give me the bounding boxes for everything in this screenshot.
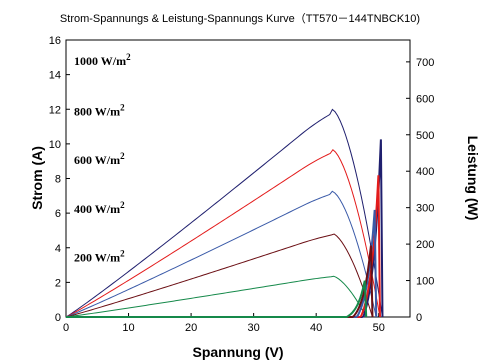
irradiance-label-400: 400 W/m2 [74,200,125,216]
x-tick-label: 40 [310,322,322,334]
right-tick-label: 400 [416,166,434,178]
irradiance-label-200: 200 W/m2 [74,249,125,265]
chart-title: Strom-Spannungs & Leistung-Spannungs Kur… [60,12,420,25]
left-tick-label: 4 [55,243,61,255]
left-tick-label: 2 [55,277,61,289]
x-tick-label: 20 [185,322,197,334]
left-tick-label: 6 [55,208,61,220]
power-curve-1000 [65,108,383,318]
left-tick-label: 16 [49,35,61,47]
power-curve-800 [65,148,381,318]
x-tick-label: 50 [373,322,385,334]
left-tick-label: 8 [55,174,61,186]
irradiance-label-800: 800 W/m2 [74,102,125,118]
current-curves [66,139,384,318]
irradiance-label-text: 800 W/m [74,104,120,118]
x-axis-label: Spannung (V) [193,344,284,360]
right-axis-ticks: 0 100 200 300 400 500 600 700 [406,57,434,324]
irradiance-label-superscript: 2 [120,102,125,112]
irradiance-label-superscript: 2 [120,249,125,259]
irradiance-label-1000: 1000 W/m2 [74,52,131,68]
x-axis-ticks: 0 10 20 30 40 50 [63,313,385,334]
irradiance-label-text: 600 W/m [74,153,120,167]
irradiance-label-superscript: 2 [120,200,125,210]
power-curve-400 [65,233,373,318]
x-tick-label: 0 [63,322,69,334]
power-curve-600 [65,190,377,318]
power-curve-200 [65,275,367,318]
irradiance-label-text: 1000 W/m [74,54,126,68]
right-tick-label: 500 [416,130,434,142]
current-curve-200 [66,280,368,318]
irradiance-label-superscript: 2 [126,52,131,62]
right-tick-label: 0 [416,312,422,324]
left-tick-label: 14 [49,70,61,82]
current-curve-800 [66,175,381,318]
left-tick-label: 12 [49,104,61,116]
x-tick-label: 30 [248,322,260,334]
right-tick-label: 600 [416,93,434,105]
left-tick-label: 0 [55,312,61,324]
left-axis-label: Strom (A) [29,146,45,210]
right-tick-label: 700 [416,57,434,69]
irradiance-label-text: 200 W/m [74,251,120,265]
x-tick-label: 10 [122,322,134,334]
irradiance-label-superscript: 2 [120,151,125,161]
irradiance-label-600: 600 W/m2 [74,151,125,167]
right-axis-label: Leistung (W) [465,136,480,221]
right-tick-label: 200 [416,239,434,251]
irradiance-label-text: 400 W/m [74,202,120,216]
left-tick-label: 10 [49,139,61,151]
right-tick-label: 100 [416,276,434,288]
left-axis-ticks: 0 2 4 6 8 10 12 14 16 [49,35,70,324]
power-curves [65,108,383,318]
right-tick-label: 300 [416,203,434,215]
